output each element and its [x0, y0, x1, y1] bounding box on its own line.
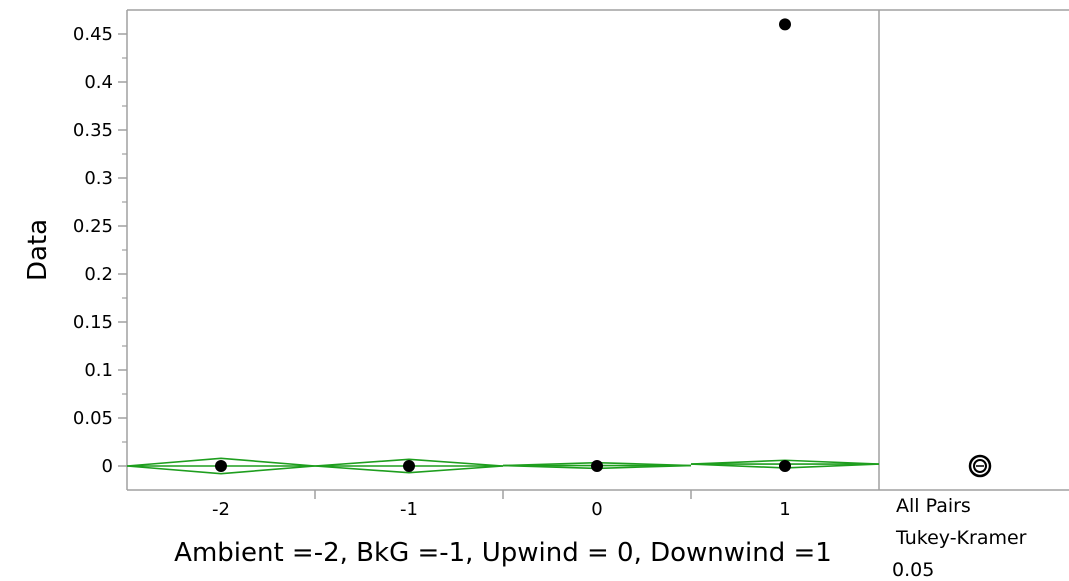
y-axis-title: Data — [23, 219, 53, 281]
data-point — [403, 460, 415, 472]
comparison-circle — [973, 459, 987, 473]
comparison-label-all-pairs: All Pairs — [896, 495, 971, 517]
x-tick-label: -1 — [400, 499, 418, 520]
y-tick-label: 0.45 — [73, 24, 113, 45]
data-point — [215, 460, 227, 472]
x-axis-title: Ambient =-2, BkG =-1, Upwind = 0, Downwi… — [174, 538, 832, 568]
comparison-circle — [968, 454, 992, 478]
y-tick-label: 0.2 — [84, 264, 113, 285]
x-axis: -2 -1 0 1 — [212, 490, 791, 520]
y-tick-label: 0.35 — [73, 120, 113, 141]
y-axis: 0 0.05 0.1 0.15 0.2 0.25 0.3 0.35 0.4 0.45 — [73, 24, 127, 477]
data-points — [215, 18, 791, 472]
y-tick-label: 0.3 — [84, 168, 113, 189]
x-tick-label: 0 — [591, 499, 602, 520]
means-diamonds — [126, 457, 880, 475]
y-tick-label: 0.05 — [73, 408, 113, 429]
comparison-label-tukey-kramer: Tukey-Kramer — [895, 527, 1027, 549]
data-point — [779, 460, 791, 472]
data-point — [591, 460, 603, 472]
data-point — [779, 18, 791, 31]
y-tick-label: 0.1 — [84, 360, 113, 381]
y-tick-label: 0.25 — [73, 216, 113, 237]
y-tick-label: 0.15 — [73, 312, 113, 333]
y-tick-label: 0 — [102, 456, 113, 477]
comparison-label-alpha: 0.05 — [892, 559, 934, 581]
x-tick-label: 1 — [779, 499, 790, 520]
comparison-circles — [968, 454, 992, 478]
y-tick-label: 0.4 — [84, 72, 113, 93]
x-tick-label: -2 — [212, 499, 230, 520]
